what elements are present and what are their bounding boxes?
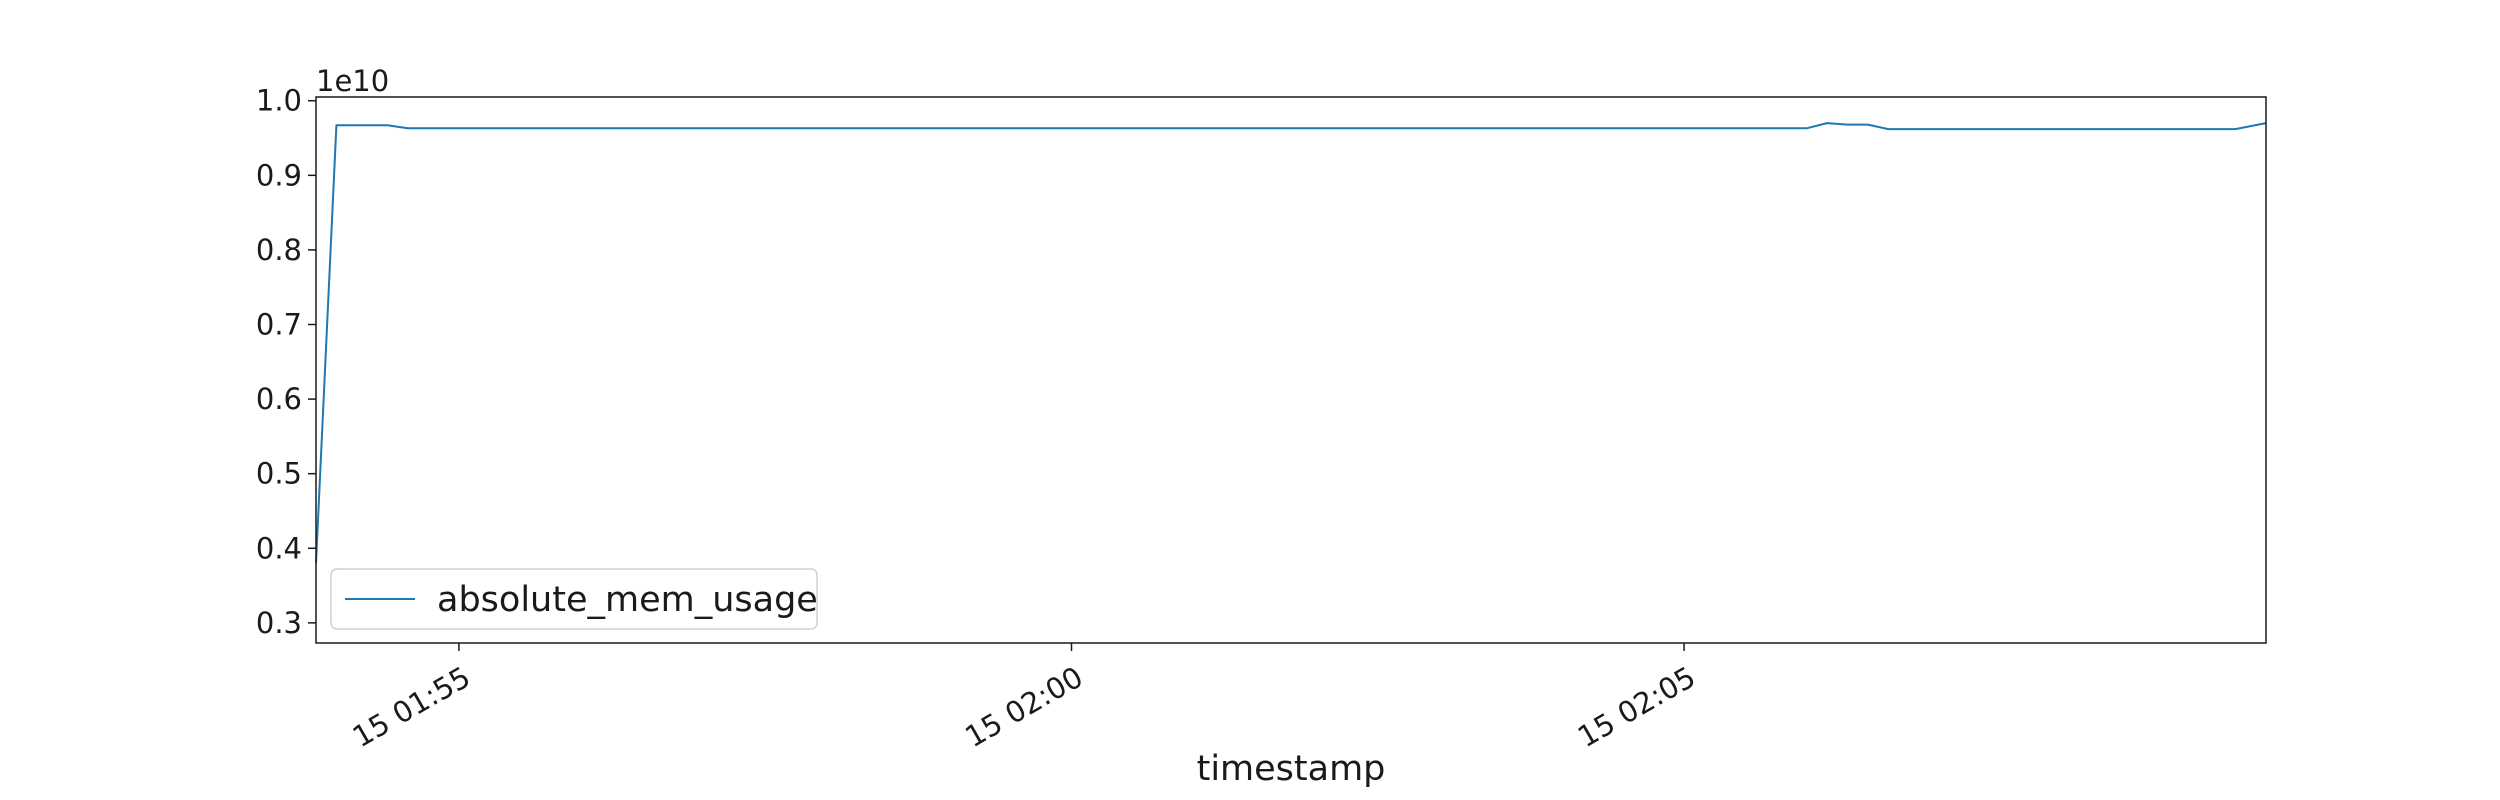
series-layer [315,122,2267,564]
y-tick-label: 0.3 [256,606,302,640]
x-tick-label: 15 02:00 [959,660,1088,754]
legend-entry-label: absolute_mem_usage [437,580,818,620]
y-tick-label: 1.0 [256,84,302,118]
legend-box [330,568,818,630]
series-line-absolute_mem_usage [315,122,2267,564]
x-tick-label: 15 01:55 [347,660,476,754]
x-tick-label: 15 02:05 [1572,660,1701,754]
y-tick-label: 0.8 [256,233,302,267]
legend: absolute_mem_usage [330,568,818,630]
y-tick-label: 0.7 [256,308,302,342]
y-tick-label: 0.5 [256,457,302,491]
x-axis: 15 01:55 15 02:00 15 02:05 [347,643,1701,754]
x-axis-title: timestamp [1197,749,1386,789]
plot-frame [315,96,2267,644]
y-axis-offset-label: 1e10 [316,64,389,98]
y-tick-label: 0.4 [256,531,302,565]
y-tick-label: 0.9 [256,158,302,192]
y-axis: 0.3 0.4 0.5 0.6 0.7 0.8 0.9 1.0 [256,84,316,640]
y-tick-label: 0.6 [256,382,302,416]
